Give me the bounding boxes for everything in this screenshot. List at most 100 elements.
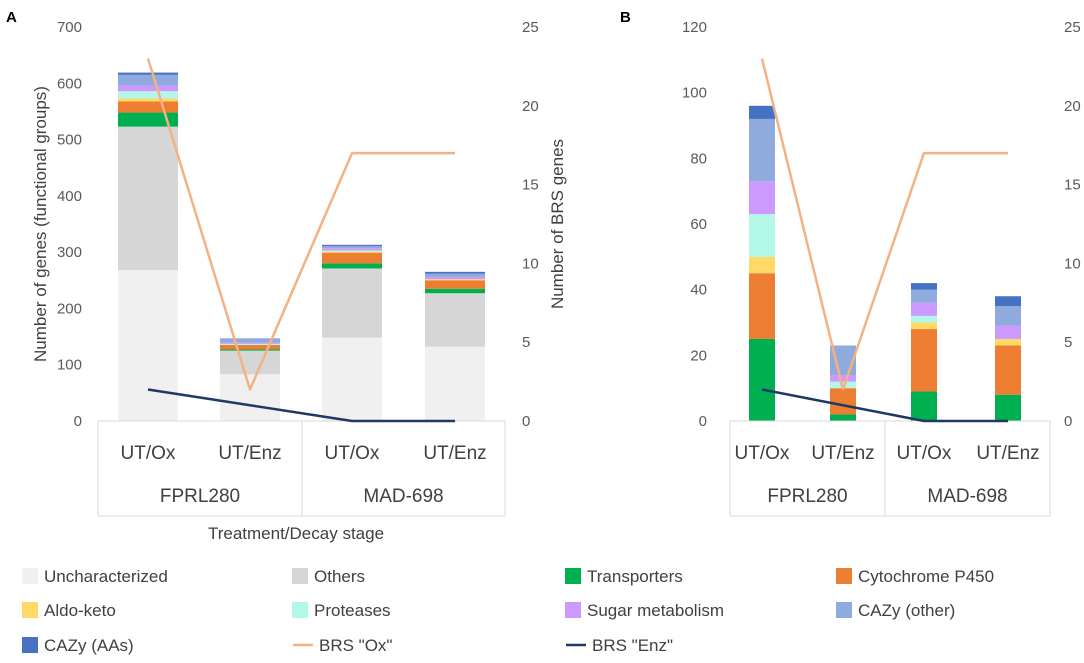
b-ytick-120: 120 xyxy=(682,19,707,36)
a-y2-axis-title: Number of BRS genes xyxy=(548,139,567,309)
a-bar-3-others xyxy=(425,293,485,347)
b-bar-3-cazy-other- xyxy=(995,306,1021,326)
legend-label-transporters: Transporters xyxy=(587,567,683,586)
b-bar-2-cazy-aas- xyxy=(911,283,937,290)
a-bar-2-sugar-metabolism xyxy=(322,248,382,251)
a-y2tick-5: 5 xyxy=(522,334,530,351)
a-bar-2-uncharacterized xyxy=(322,337,382,421)
panel-a: A 0 100 200 300 400 500 600 700 0 5 10 15 20 25 UT/Ox U… xyxy=(6,9,567,543)
panel-a-letter: A xyxy=(6,9,17,26)
a-bar-1-proteases xyxy=(220,343,280,346)
a-ytick-100: 100 xyxy=(57,357,82,374)
a-category-label-1: UT/Enz xyxy=(218,443,281,464)
b-bar-1-transporters xyxy=(830,414,856,421)
b-bar-2-aldo-keto xyxy=(911,322,937,330)
legend-swatch-aldo-keto xyxy=(22,602,38,618)
b-bar-3-transporters xyxy=(995,394,1021,421)
b-y2tick-15: 15 xyxy=(1064,177,1081,194)
b-y2tick-20: 20 xyxy=(1064,98,1081,115)
a-ytick-300: 300 xyxy=(57,244,82,261)
b-ytick-60: 60 xyxy=(690,216,707,233)
b-bar-0-cazy-other- xyxy=(749,118,775,182)
legend-label-brs-ox: BRS "Ox" xyxy=(319,636,392,655)
a-y2tick-20: 20 xyxy=(522,98,539,115)
a-bar-3-cazy-aas- xyxy=(425,271,485,274)
b-bar-0-cazy-aas- xyxy=(749,105,775,119)
a-bar-3-cytochrome-p450 xyxy=(425,280,485,289)
b-bar-3-cazy-aas- xyxy=(995,296,1021,307)
a-bar-2-cazy-aas- xyxy=(322,244,382,246)
b-y2tick-10: 10 xyxy=(1064,255,1081,272)
a-x-axis-title: Treatment/Decay stage xyxy=(208,524,384,543)
a-bar-0-sugar-metabolism xyxy=(118,85,178,92)
a-bar-2-others xyxy=(322,268,382,338)
a-bar-3-cazy-other- xyxy=(425,273,485,277)
a-y2tick-15: 15 xyxy=(522,177,539,194)
a-bar-2-cytochrome-p450 xyxy=(322,252,382,264)
legend-label-cazy-other: CAZy (other) xyxy=(858,601,955,620)
b-category-label-1: UT/Enz xyxy=(811,443,874,464)
a-ytick-200: 200 xyxy=(57,300,82,317)
legend-swatch-others xyxy=(292,568,308,584)
legend-swatch-cytochrome-p450 xyxy=(836,568,852,584)
legend-label-aldo-keto: Aldo-keto xyxy=(44,601,116,620)
a-ytick-500: 500 xyxy=(57,132,82,149)
a-ytick-0: 0 xyxy=(74,413,82,430)
a-y2tick-0: 0 xyxy=(522,413,530,430)
a-category-label-3: UT/Enz xyxy=(423,443,486,464)
legend-swatch-cazy-other xyxy=(836,602,852,618)
a-y-axis-title: Number of genes (functional groups) xyxy=(31,86,50,362)
legend-swatch-proteases xyxy=(292,602,308,618)
legend-swatch-cazy-aas xyxy=(22,637,38,653)
a-bar-0-cazy-other- xyxy=(118,74,178,86)
a-bar-2-proteases xyxy=(322,250,382,252)
b-bar-2-sugar-metabolism xyxy=(911,302,937,316)
legend-label-sugar-metabolism: Sugar metabolism xyxy=(587,601,724,620)
a-bar-0-transporters xyxy=(118,112,178,127)
b-group-label-1: MAD-698 xyxy=(927,486,1007,507)
b-bar-2-proteases xyxy=(911,315,937,323)
legend: Uncharacterized Others Transporters Cytochr… xyxy=(22,567,994,655)
b-ytick-40: 40 xyxy=(690,282,707,299)
a-line-brs-ox xyxy=(146,58,455,391)
b-ytick-0: 0 xyxy=(699,413,707,430)
legend-swatch-uncharacterized xyxy=(22,568,38,584)
legend-label-others: Others xyxy=(314,567,365,586)
a-ytick-600: 600 xyxy=(57,75,82,92)
legend-swatch-transporters xyxy=(565,568,581,584)
b-bar-3-aldo-keto xyxy=(995,338,1021,346)
b-bar-0-aldo-keto xyxy=(749,256,775,274)
a-bar-1-others xyxy=(220,350,280,375)
a-bar-3-aldo-keto xyxy=(425,279,485,281)
b-bar-3-cytochrome-p450 xyxy=(995,345,1021,395)
b-bar-3-sugar-metabolism xyxy=(995,325,1021,339)
b-bar-0-transporters xyxy=(749,338,775,421)
b-y2tick-0: 0 xyxy=(1064,413,1072,430)
legend-label-cytochrome-p450: Cytochrome P450 xyxy=(858,567,994,586)
a-group-label-0: FPRL280 xyxy=(160,486,240,507)
b-bar-2-cytochrome-p450 xyxy=(911,329,937,392)
b-group-label-0: FPRL280 xyxy=(767,486,847,507)
b-category-label-0: UT/Ox xyxy=(735,443,790,464)
b-bar-1-cytochrome-p450 xyxy=(830,388,856,415)
a-bar-3-transporters xyxy=(425,288,485,294)
a-category-label-0: UT/Ox xyxy=(121,443,176,464)
a-y2tick-10: 10 xyxy=(522,255,539,272)
a-bar-0-aldo-keto xyxy=(118,98,178,102)
a-bar-0-uncharacterized xyxy=(118,270,178,421)
panel-b: B 0 20 40 60 80 100 120 0 5 10 15 20 25 UT/Ox UT/Enz UT… xyxy=(620,9,1081,517)
panel-b-letter: B xyxy=(620,9,631,26)
a-category-label-2: UT/Ox xyxy=(325,443,380,464)
b-line-brs-ox xyxy=(760,58,1008,391)
a-bar-0-proteases xyxy=(118,91,178,99)
b-category-label-2: UT/Ox xyxy=(897,443,952,464)
legend-label-proteases: Proteases xyxy=(314,601,391,620)
b-bar-1-sugar-metabolism xyxy=(830,375,856,382)
b-ytick-100: 100 xyxy=(682,85,707,102)
a-line-brs-enz xyxy=(147,388,455,423)
b-ytick-80: 80 xyxy=(690,150,707,167)
a-bar-2-cazy-other- xyxy=(322,245,382,249)
b-y2tick-25: 25 xyxy=(1064,19,1081,36)
a-bar-0-cytochrome-p450 xyxy=(118,101,178,113)
